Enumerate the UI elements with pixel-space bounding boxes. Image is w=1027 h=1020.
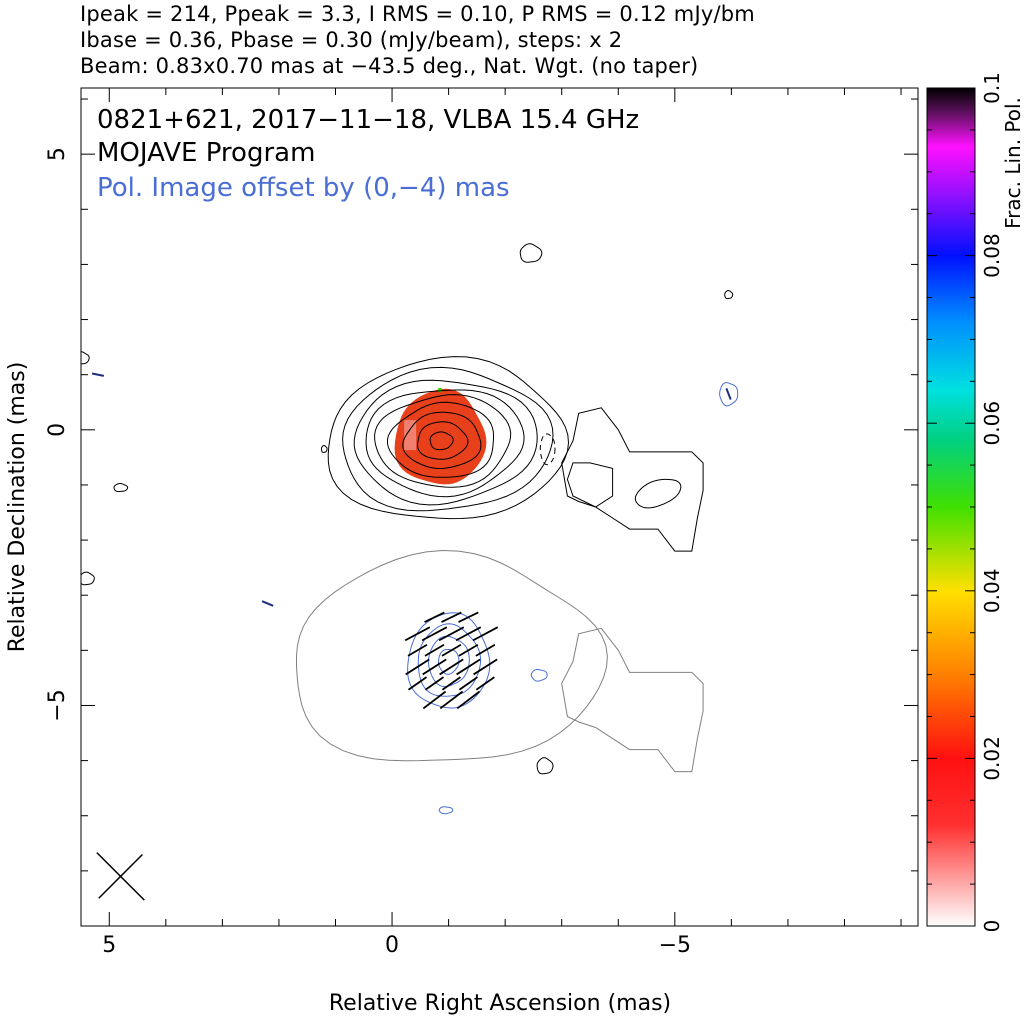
jet-contour: [561, 407, 704, 552]
evpa-vector: [439, 690, 464, 710]
intensity-contour: [353, 379, 538, 506]
evpa-vector: [456, 658, 481, 676]
evpa-vector: [261, 600, 274, 607]
header-beam-line: Beam: 0.83x0.70 mas at −43.5 deg., Nat. …: [80, 54, 699, 78]
evpa-vector: [424, 611, 445, 623]
evpa-vector: [421, 626, 448, 642]
y-tick-label: 0: [45, 423, 70, 437]
chart-title: 0821+621, 2017−11−18, VLBA 15.4 GHz: [97, 105, 639, 135]
jet-inner-contour: [566, 462, 614, 508]
y-axis-label: Relative Declination (mas): [5, 362, 30, 653]
intensity-contour: [429, 431, 454, 451]
evpa-vector: [441, 611, 462, 623]
x-axis-label: Relative Right Ascension (mas): [329, 991, 671, 1016]
evpa-vector: [405, 658, 430, 676]
noise-contour: [536, 757, 554, 775]
colorbar-tick-label: 0.08: [980, 233, 1004, 278]
colorbar-ticks: [927, 87, 975, 927]
pol-noise-contour: [438, 806, 454, 815]
intensity-contour: [387, 401, 494, 478]
x-tick-label: −5: [659, 933, 691, 958]
pol-contour: [438, 649, 460, 675]
evpa-vector: [475, 644, 496, 657]
intensity-contour: [327, 356, 570, 520]
axis-ticks: [81, 88, 918, 927]
pol-contour: [427, 635, 470, 688]
pol-offset-annotation: Pol. Image offset by (0,−4) mas: [97, 173, 510, 203]
pol-noise-contour: [719, 382, 739, 407]
evpa-vector: [439, 658, 464, 676]
evpa-vector: [473, 658, 498, 676]
colorbar-tick-label: 0.02: [980, 736, 1004, 781]
map-area: [81, 243, 739, 901]
colorbar-tick-label: 0.04: [980, 569, 1004, 614]
noise-contour: [113, 483, 129, 493]
intensity-contour: [365, 389, 525, 498]
evpa-vector: [458, 644, 479, 657]
evpa-vector: [407, 676, 428, 691]
pol-noise-contour: [530, 669, 548, 682]
noise-contour: [724, 289, 734, 300]
header-stats-line: Ipeak = 214, Ppeak = 3.3, I RMS = 0.10, …: [80, 2, 755, 26]
noise-contour: [81, 571, 95, 586]
chart-subtitle: MOJAVE Program: [97, 138, 315, 168]
evpa-vector: [422, 690, 447, 710]
plot-frame: [80, 87, 919, 927]
evpa-vector: [458, 611, 479, 623]
y-tick-label: −5: [45, 689, 70, 721]
noise-contour: [519, 243, 543, 263]
evpa-vector: [424, 676, 444, 691]
evpa-vector: [475, 676, 495, 691]
frac-pol-fill-edge: [404, 420, 417, 451]
colorbar-tick-label: 0: [980, 920, 1004, 933]
y-tick-label: 5: [45, 147, 70, 161]
evpa-vector: [424, 644, 445, 657]
evpa-vector: [455, 626, 482, 642]
colorbar-label: Frac. Lin. Pol.: [1001, 97, 1025, 229]
noise-contour: [321, 445, 328, 453]
pol-contour: [407, 612, 491, 709]
beam-marker: [98, 853, 143, 899]
evpa-vector: [404, 626, 431, 642]
evpa-vector: [472, 626, 499, 642]
colorbar-tick-label: 0.06: [980, 401, 1004, 446]
evpa-vector: [91, 372, 105, 377]
x-tick-label: 5: [102, 933, 116, 958]
intensity-contour: [342, 366, 554, 512]
evpa-vector: [441, 676, 461, 691]
intensity-contour: [417, 421, 469, 460]
offset-jet-contour: [561, 627, 704, 773]
intensity-contour: [374, 394, 512, 488]
evpa-vector: [441, 644, 462, 657]
evpa-vector: [422, 658, 447, 676]
colorbar-tick-label: 0.1: [980, 72, 1004, 104]
evpa-vector: [438, 626, 465, 642]
colorbar: [926, 87, 976, 927]
frac-pol-fill: [394, 388, 487, 485]
frac-pol-pixel: [438, 388, 443, 393]
header-base-line: Ibase = 0.36, Pbase = 0.30 (mJy/beam), s…: [80, 28, 623, 52]
evpa-vector: [407, 644, 428, 657]
negative-contour: [539, 433, 556, 466]
x-tick-label: 0: [385, 933, 399, 958]
evpa-vector: [458, 676, 478, 691]
jet-inner-contour: [634, 478, 682, 509]
intensity-contour: [402, 411, 482, 470]
noise-contour: [81, 351, 90, 365]
evpa-vector: [725, 388, 732, 400]
offset-intensity-contour: [296, 549, 608, 762]
evpa-vector: [456, 690, 481, 710]
